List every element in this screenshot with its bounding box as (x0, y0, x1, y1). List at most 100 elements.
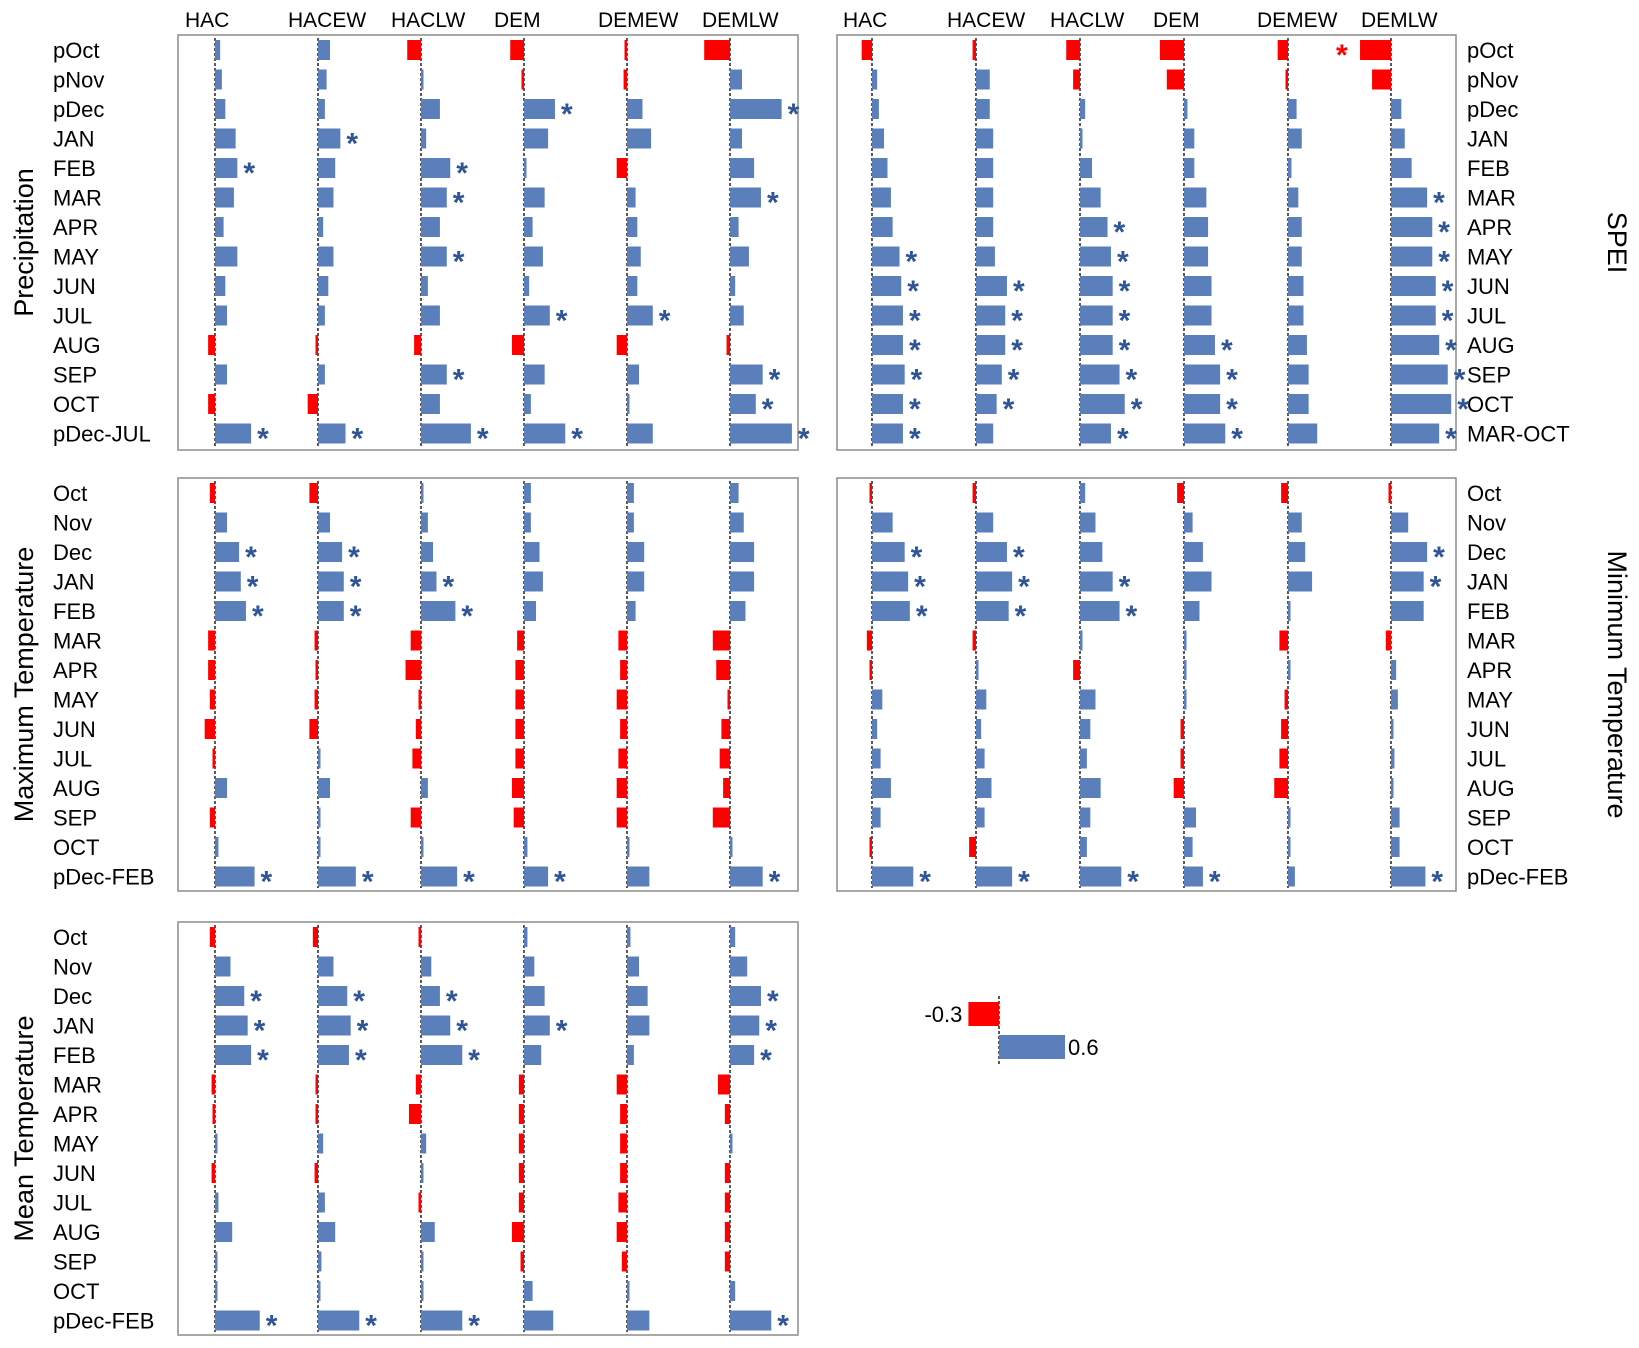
bar-dem (1177, 483, 1184, 503)
significance-star: * (1011, 334, 1023, 367)
significance-star: * (1433, 187, 1445, 220)
category-label: pDec (1467, 97, 1518, 122)
significance-star: * (1117, 423, 1129, 456)
category-label: Nov (53, 511, 92, 536)
bar-haclw (1080, 423, 1111, 444)
bar-demlw (1391, 689, 1398, 710)
significance-star: * (453, 364, 465, 397)
bar-demlw (730, 601, 746, 621)
bar-demew (620, 1133, 627, 1154)
bar-hacew (976, 99, 990, 119)
column-header-hacew: HACEW (288, 9, 366, 32)
column-header-demew: DEMEW (598, 9, 679, 32)
significance-star: * (769, 866, 781, 899)
legend-positive-label: 0.6 (1068, 1035, 1099, 1060)
bar-haclw (1080, 837, 1087, 857)
bar-demlw (723, 778, 730, 798)
bar-hac (872, 423, 903, 444)
significance-star: * (1226, 364, 1238, 397)
significance-star: * (1445, 423, 1457, 456)
bar-hacew (314, 1163, 318, 1183)
bar-hac (215, 40, 221, 60)
bar-demlw (727, 689, 730, 710)
bar-hac (872, 394, 903, 414)
category-label: SEP (1467, 806, 1511, 831)
category-label: pDec-FEB (53, 865, 154, 890)
bar-dem (513, 807, 524, 828)
bar-demew (627, 394, 630, 414)
bar-hac (215, 364, 228, 385)
bar-hac (872, 748, 881, 769)
significance-star: * (1442, 275, 1454, 308)
bar-hacew (972, 630, 976, 651)
significance-star: * (1018, 571, 1030, 604)
significance-star: * (762, 393, 774, 426)
bar-demlw (730, 866, 763, 887)
bar-demew (627, 1045, 634, 1065)
bar-hac (215, 512, 228, 533)
bar-hacew (976, 187, 994, 208)
bar-demew (1288, 866, 1295, 887)
significance-star: * (243, 157, 255, 190)
bar-haclw (1080, 364, 1120, 385)
bar-demew (618, 1192, 627, 1213)
bar-demew (1277, 40, 1288, 60)
bar-demlw (730, 927, 736, 947)
significance-star: * (1226, 393, 1238, 426)
bar-haclw (1073, 660, 1080, 680)
bar-haclw (421, 1251, 424, 1272)
category-label: pDec (53, 97, 104, 122)
bar-hac (872, 689, 883, 710)
significance-star: * (1336, 39, 1348, 72)
bar-hac (872, 158, 888, 178)
bar-demlw (1391, 128, 1405, 149)
bar-hacew (976, 689, 987, 710)
significance-star: * (346, 128, 358, 161)
bar-haclw (1080, 246, 1111, 267)
bar-hacew (976, 364, 1002, 385)
bar-hac (872, 305, 903, 326)
column-header-hacew: HACEW (947, 9, 1025, 32)
bar-demlw (1391, 394, 1452, 414)
category-label: JUL (53, 1191, 92, 1216)
significance-star: * (909, 305, 921, 338)
significance-star: * (1114, 216, 1126, 249)
bar-demew (627, 483, 634, 503)
bar-dem (524, 394, 531, 414)
bar-demlw (1391, 276, 1436, 296)
significance-star: * (1013, 275, 1025, 308)
bar-hacew (315, 660, 318, 680)
category-label: AUG (1467, 776, 1515, 801)
bar-dem (524, 837, 528, 857)
bar-dem (1184, 601, 1200, 621)
bar-hacew (976, 660, 979, 680)
bar-dem (524, 483, 531, 503)
significance-star: * (1442, 305, 1454, 338)
bar-haclw (421, 1310, 463, 1331)
significance-star: * (365, 1310, 377, 1343)
significance-star: * (442, 571, 454, 604)
significance-star: * (350, 571, 362, 604)
bar-demew (627, 837, 630, 857)
bar-demlw (730, 1015, 760, 1036)
bar-hacew (318, 512, 331, 533)
bar-dem (524, 542, 540, 562)
bar-hacew (318, 1192, 325, 1213)
significance-star: * (911, 541, 923, 574)
category-label: OCT (53, 392, 99, 417)
bar-hac (215, 217, 224, 237)
bar-demlw (1391, 601, 1424, 621)
bar-demew (627, 601, 636, 621)
significance-star: * (1126, 364, 1138, 397)
bar-hacew (318, 1310, 360, 1331)
bar-demlw (1391, 837, 1400, 857)
category-label: AUG (1467, 333, 1515, 358)
category-label: Dec (1467, 540, 1506, 565)
bar-dem (1184, 423, 1226, 444)
bar-demlw (730, 217, 739, 237)
bar-haclw (1080, 128, 1083, 149)
bar-haclw (410, 807, 421, 828)
bar-demew (1288, 364, 1309, 385)
bar-haclw (1080, 748, 1087, 769)
bar-demlw (724, 1104, 730, 1124)
